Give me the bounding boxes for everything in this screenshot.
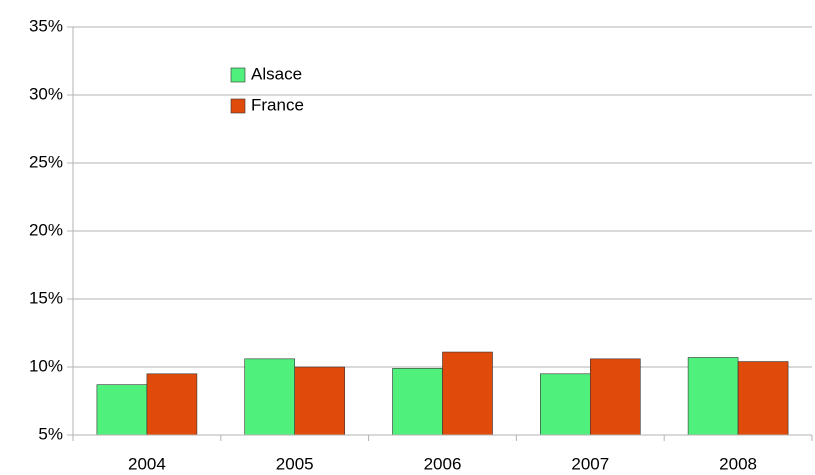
- bar: [737, 361, 789, 436]
- x-tick-label: 2007: [571, 454, 609, 473]
- x-tick-label: 2008: [719, 454, 757, 473]
- legend-swatch: [230, 98, 246, 114]
- bar: [146, 373, 198, 436]
- bar: [244, 358, 295, 436]
- bar: [442, 351, 493, 436]
- y-tick-label: 20%: [29, 220, 63, 239]
- x-tick-label: 2004: [128, 454, 166, 473]
- y-tick-label: 30%: [29, 84, 63, 103]
- bar: [96, 384, 148, 436]
- y-tick-label: 5%: [38, 424, 63, 443]
- y-tick-label: 35%: [29, 16, 63, 35]
- legend-swatch: [230, 67, 246, 83]
- y-tick-label: 25%: [29, 152, 63, 171]
- legend-label: France: [251, 95, 304, 114]
- bar: [392, 368, 443, 436]
- bar: [687, 357, 739, 436]
- x-tick-label: 2006: [424, 454, 462, 473]
- y-tick-label: 15%: [29, 288, 63, 307]
- bar: [589, 358, 641, 436]
- bar: [294, 366, 346, 436]
- x-tick-label: 2005: [276, 454, 314, 473]
- y-tick-label: 10%: [29, 356, 63, 375]
- bar: [539, 373, 591, 436]
- legend-label: Alsace: [251, 64, 302, 83]
